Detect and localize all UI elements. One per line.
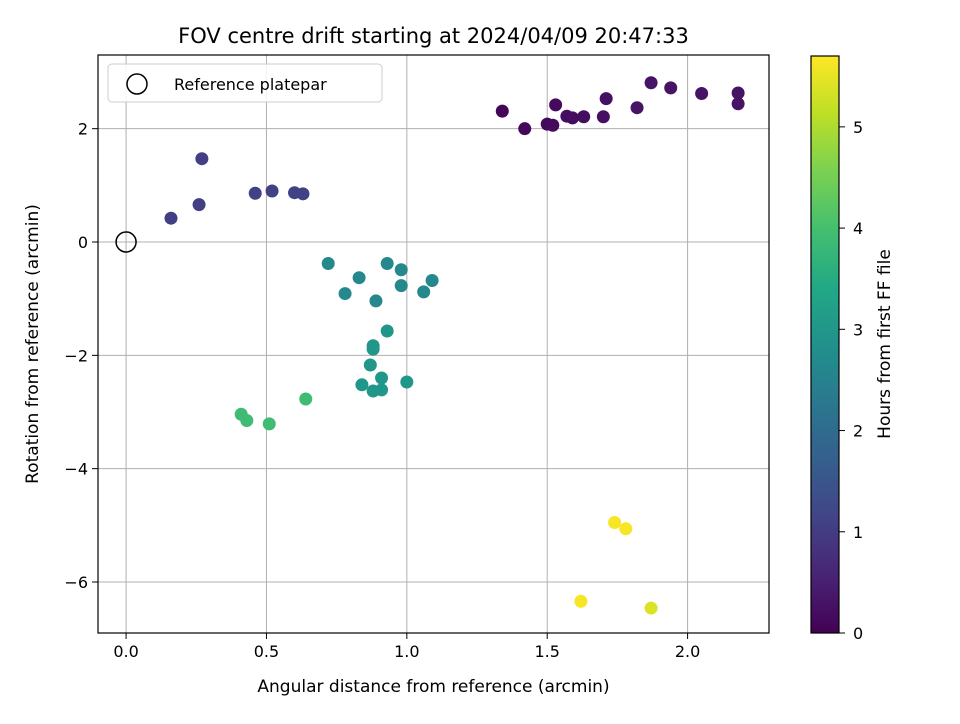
colorbar-tick-label: 0 [853,624,863,643]
data-point [596,110,610,124]
x-axis-label: Angular distance from reference (arcmin) [257,677,609,697]
data-point [630,101,644,115]
data-point [195,152,209,166]
data-point [400,375,414,389]
data-point [518,122,532,136]
data-point [164,211,178,225]
data-point [549,98,563,112]
data-point [192,198,206,212]
data-point [565,111,579,125]
data-point [731,97,745,111]
x-tick-label: 0.5 [254,642,279,661]
data-point [425,274,439,288]
colorbar-label: Hours from first FF file [875,249,895,439]
data-point [262,417,276,431]
data-point [394,263,408,277]
legend-box [107,63,383,103]
colorbar-frame [810,55,840,634]
colorbar-tick-label: 1 [853,523,863,542]
data-point [619,522,633,536]
data-point [599,92,613,106]
grid [98,55,769,633]
x-tick-label: 2.0 [675,642,700,661]
data-point [265,184,279,198]
x-tick-label: 1.5 [534,642,559,661]
y-tick-label: −6 [64,573,88,592]
data-point [240,414,254,427]
data-point [380,257,394,271]
data-point [695,87,709,101]
data-point [394,279,408,293]
data-point [338,287,352,301]
data-point [296,187,310,201]
colorbar-tick-label: 3 [853,320,863,339]
x-axis-ticks: 0.0 0.5 1.0 1.5 2.0 [113,633,700,661]
data-point [380,324,394,338]
data-point [644,601,658,615]
y-tick-label: −4 [64,460,88,479]
colorbar-gradient [811,56,839,633]
data-point [321,257,335,271]
data-point [574,594,588,608]
colorbar-tick-label: 5 [853,118,863,137]
legend: Reference platepar [107,63,383,103]
data-point [299,392,313,406]
data-point [417,285,431,299]
colorbar-ticks: 0 1 2 3 4 5 [839,118,863,643]
reference-marker-layer [115,231,137,253]
data-point [352,271,366,285]
data-point [495,104,509,118]
data-point [363,358,377,372]
reference-point-marker [115,231,137,253]
chart-title: FOV centre drift starting at 2024/04/09 … [178,24,689,48]
x-tick-label: 0.0 [113,642,138,661]
plot-area-frame [97,54,770,634]
y-tick-label: −2 [64,346,88,365]
data-point [355,378,369,392]
y-axis-label: Rotation from reference (arcmin) [23,204,43,484]
colorbar-tick-label: 2 [853,422,863,441]
data-point [375,383,389,397]
x-tick-label: 1.0 [394,642,419,661]
y-axis-ticks: −6 −4 −2 0 2 [64,120,98,592]
data-point [644,76,658,90]
data-point [248,186,262,200]
y-tick-label: 2 [78,120,88,139]
data-point [366,342,380,356]
data-point [664,81,678,95]
legend-marker [126,73,148,95]
data-point [546,118,560,132]
scatter-points [164,76,745,615]
y-tick-label: 0 [78,233,88,252]
data-point [375,371,389,385]
legend-entry-label: Reference platepar [174,75,327,94]
data-point [577,110,591,124]
data-point [731,86,745,100]
colorbar-tick-label: 4 [853,219,863,238]
data-point [369,294,383,308]
data-point [608,516,622,529]
colorbar: 0 1 2 3 4 5 Hours from first FF file [810,55,895,643]
